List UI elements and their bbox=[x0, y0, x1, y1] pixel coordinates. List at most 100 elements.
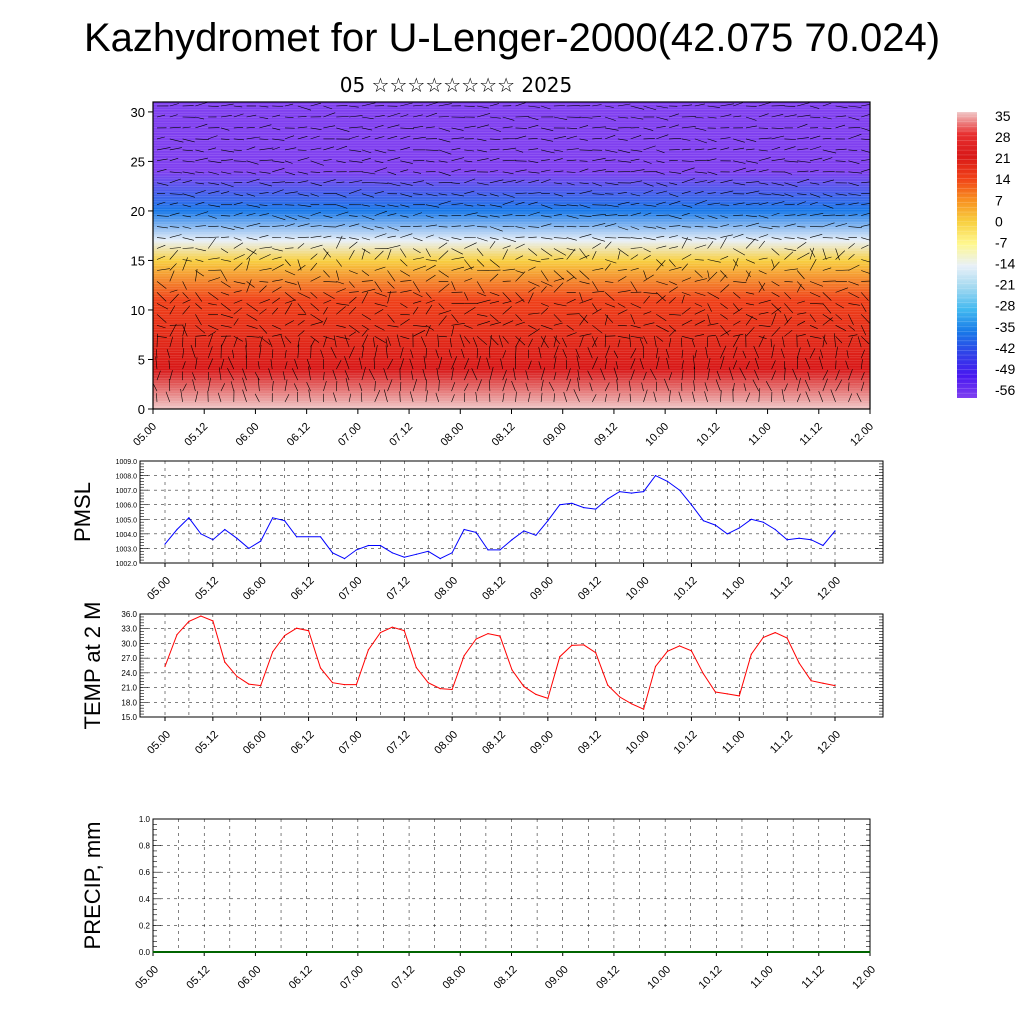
pmsl-data-point bbox=[379, 544, 381, 547]
pmsl-x-tick-label: 05.00 bbox=[145, 575, 173, 603]
temp-data-point bbox=[666, 650, 669, 652]
temp-data-point bbox=[499, 635, 501, 637]
precip-data-point bbox=[331, 951, 333, 953]
cross-section-x-tick-label: 11.12 bbox=[798, 421, 825, 448]
pmsl-data-point bbox=[726, 533, 728, 535]
precip-data-point bbox=[293, 951, 295, 953]
precip-data-point bbox=[600, 951, 602, 953]
temp-data-point bbox=[607, 684, 609, 686]
cross-section-y-tick-label: 15 bbox=[131, 253, 145, 268]
precip-data-point bbox=[549, 951, 551, 953]
temp-x-tick-label: 07.12 bbox=[384, 729, 412, 757]
pmsl-y-tick-label: 1003.0 bbox=[116, 546, 138, 553]
precip-data-point bbox=[818, 951, 820, 953]
precip-data-point bbox=[651, 951, 653, 953]
temp-data-point bbox=[403, 630, 405, 632]
pmsl-data-point bbox=[308, 536, 310, 538]
precip-data-point bbox=[203, 951, 205, 953]
temp-data-point bbox=[284, 635, 286, 637]
temp-data-point bbox=[631, 703, 633, 705]
temp-x-tick-label: 09.00 bbox=[528, 729, 556, 757]
temp-data-point bbox=[355, 684, 357, 686]
precip-x-tick-label: 07.12 bbox=[389, 964, 417, 992]
pmsl-data-point bbox=[678, 489, 681, 491]
pmsl-data-point bbox=[451, 552, 453, 554]
temp-data-point bbox=[487, 633, 489, 635]
precip-y-axis-label: PRECIP, mm bbox=[80, 822, 105, 950]
temp-data-point bbox=[391, 626, 393, 628]
cross-section-panel: 0 5 10 15 20 25 30 05.00 05.12 06.00 06.12 07.00 07.… bbox=[131, 101, 876, 449]
pmsl-y-tick-label: 1007.0 bbox=[116, 488, 138, 495]
pmsl-data-point bbox=[224, 528, 226, 531]
chart-subtitle: 05 ☆☆☆☆☆☆☆☆ 2025 bbox=[339, 73, 573, 97]
temp-data-point bbox=[643, 708, 645, 710]
temp-frame bbox=[139, 613, 884, 718]
pmsl-data-point bbox=[511, 539, 513, 541]
temp-data-point bbox=[690, 650, 693, 652]
colorbar: 35 28 21 14 7 0 -7 -14 -21 -28 -35 -42 -49 -56 bbox=[957, 108, 1015, 398]
temp-data-point bbox=[798, 662, 800, 664]
precip-data-point bbox=[306, 951, 308, 953]
pmsl-data-point bbox=[834, 530, 836, 532]
pmsl-data-point bbox=[284, 520, 286, 522]
pmsl-y-tick-label: 1002.0 bbox=[116, 561, 138, 568]
colorbar-label: -21 bbox=[995, 277, 1015, 293]
pmsl-data-point bbox=[260, 540, 262, 542]
pmsl-data-point bbox=[343, 558, 346, 560]
temp-x-tick-label: 06.12 bbox=[289, 729, 317, 757]
pmsl-data-point bbox=[607, 498, 609, 500]
pmsl-data-point bbox=[331, 552, 334, 554]
pmsl-x-tick-label: 11.12 bbox=[768, 575, 795, 602]
cross-section-y-tick-label: 20 bbox=[131, 204, 145, 219]
temp-panel: 36.0 33.0 30.0 27.0 24.0 21.0 18.0 15.0 05.00 05.… bbox=[80, 602, 884, 757]
pmsl-data-point bbox=[200, 533, 202, 535]
pmsl-data-point bbox=[523, 530, 525, 532]
colorbar-label: 14 bbox=[995, 171, 1011, 187]
cross-section-x-tick-label: 08.00 bbox=[438, 421, 466, 449]
temp-y-axis-label: TEMP at 2 M bbox=[80, 602, 105, 730]
precip-data-point bbox=[357, 951, 359, 953]
temp-data-point bbox=[236, 675, 238, 677]
precip-data-point bbox=[715, 951, 718, 953]
pmsl-x-tick-label: 12.00 bbox=[815, 575, 843, 603]
precip-data-point bbox=[254, 951, 256, 953]
precip-data-point bbox=[472, 951, 474, 953]
temp-x-tick-label: 08.12 bbox=[480, 729, 508, 757]
pmsl-x-tick-label: 09.00 bbox=[528, 575, 556, 603]
precip-data-point bbox=[408, 951, 410, 953]
precip-y-tick-label: 0.6 bbox=[139, 868, 151, 877]
temp-x-tick-label: 05.00 bbox=[145, 729, 173, 757]
chart-title: Kazhydromet for U-Lenger-2000(42.075 70.… bbox=[83, 16, 941, 60]
pmsl-data-point bbox=[786, 539, 788, 541]
precip-data-point bbox=[754, 951, 756, 953]
precip-data-point bbox=[459, 951, 461, 953]
precip-data-point bbox=[831, 951, 833, 953]
colorbar-label: 35 bbox=[995, 108, 1011, 124]
precip-data-point bbox=[638, 951, 641, 953]
temp-data-point bbox=[738, 695, 740, 697]
cross-section-y-tick-label: 30 bbox=[131, 105, 145, 120]
temp-data-point bbox=[786, 637, 788, 639]
precip-y-tick-label: 0.2 bbox=[139, 921, 151, 930]
pmsl-data-point bbox=[774, 528, 776, 531]
temp-data-point bbox=[774, 632, 776, 634]
precip-data-point bbox=[216, 951, 218, 953]
cross-section-y-tick-label: 25 bbox=[131, 154, 145, 169]
temp-x-tick-label: 05.12 bbox=[193, 729, 221, 757]
temp-data-point bbox=[535, 693, 537, 696]
precip-x-tick-label: 08.12 bbox=[492, 964, 520, 992]
pmsl-data-point bbox=[714, 524, 717, 526]
pmsl-data-point bbox=[690, 504, 693, 506]
temp-x-tick-label: 09.12 bbox=[576, 729, 604, 757]
pmsl-data-point bbox=[236, 537, 238, 539]
temp-data-point bbox=[224, 661, 226, 663]
precip-x-tick-label: 06.00 bbox=[236, 964, 264, 992]
colorbar-ramp bbox=[957, 112, 977, 398]
pmsl-grid bbox=[140, 461, 883, 563]
temp-y-tick-label: 27.0 bbox=[121, 654, 137, 663]
cross-section-x-tick-label: 10.12 bbox=[695, 421, 723, 449]
precip-data-point bbox=[267, 951, 269, 953]
pmsl-y-tick-label: 1009.0 bbox=[116, 459, 138, 466]
pmsl-data-point bbox=[355, 549, 357, 551]
